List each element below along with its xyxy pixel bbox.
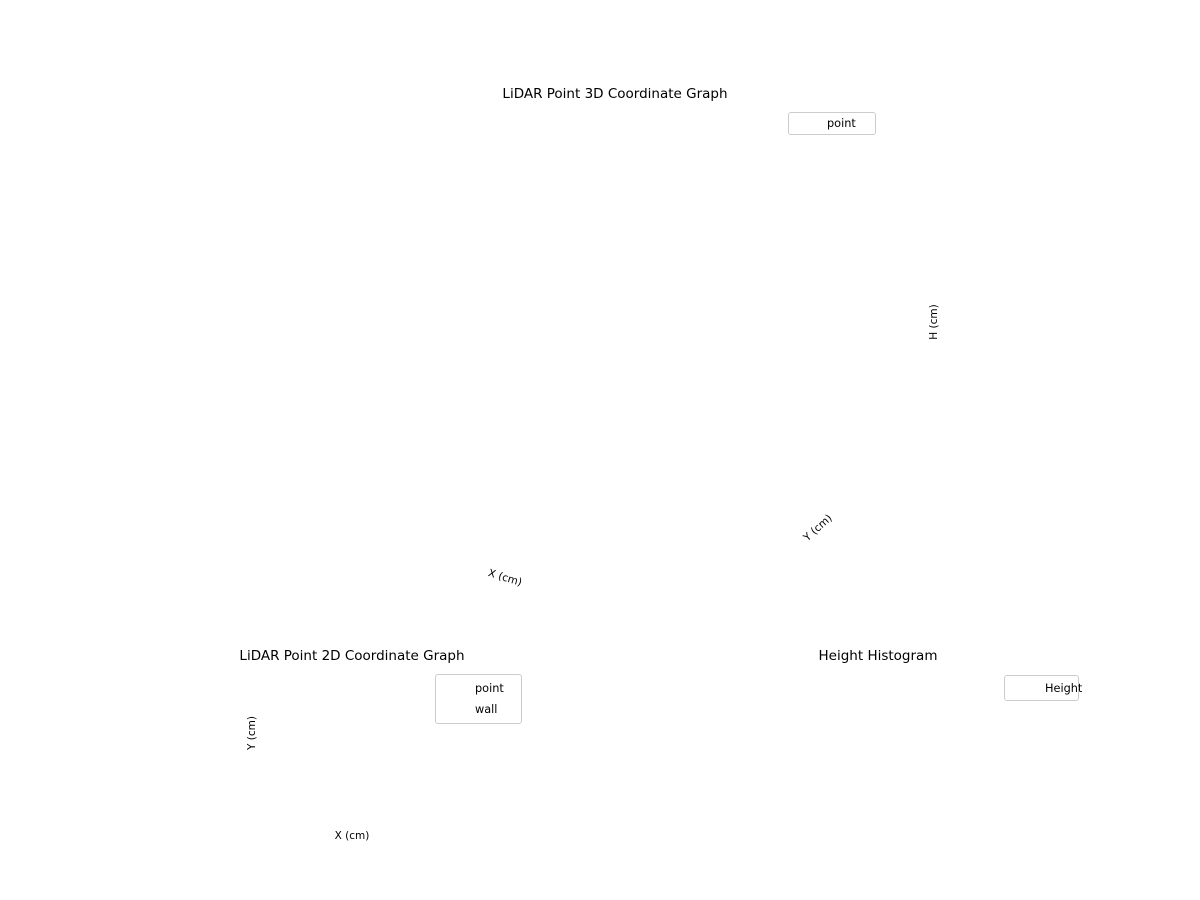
plot3d-zlabel: H (cm) <box>928 304 940 340</box>
legend-label-point: point <box>827 117 856 130</box>
legend-label-height: Height <box>1045 681 1083 695</box>
plot3d-title: LiDAR Point 3D Coordinate Graph <box>502 86 728 102</box>
wall-marker-swatch <box>449 705 459 715</box>
point-marker-swatch <box>802 119 811 128</box>
hist-title: Height Histogram <box>818 648 938 664</box>
hist-legend: Height <box>1004 675 1082 701</box>
point-marker-swatch <box>449 684 459 694</box>
legend-row: Height <box>1005 676 1082 700</box>
plot2d-xlabel: X (cm) <box>334 830 370 842</box>
legend-row: point <box>789 113 875 134</box>
plot2d-ylabel: Y (cm) <box>246 716 258 750</box>
legend-row: wall <box>436 699 521 720</box>
plot2d-legend: point wall <box>435 674 522 724</box>
legend-row: point <box>436 678 521 699</box>
legend-label-wall: wall <box>475 703 498 716</box>
legend-label-point: point <box>475 682 504 695</box>
plot2d-title: LiDAR Point 2D Coordinate Graph <box>239 648 465 664</box>
height-bar-swatch <box>1012 682 1035 694</box>
plot3d-legend: point <box>788 112 876 135</box>
